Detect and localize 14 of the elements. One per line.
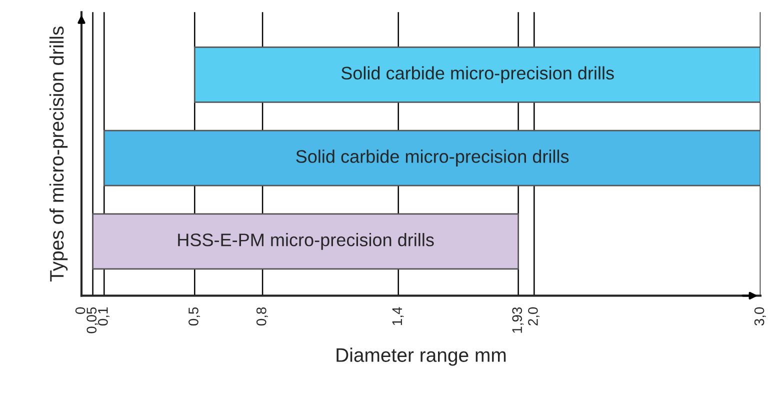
x-tick-label: 1,4 (392, 307, 404, 326)
x-tick-label: 0,05 (86, 307, 98, 334)
y-tick-label: HSS-E-PM micro-precision drills (178, 233, 434, 250)
x-tick-label: 3,0 (754, 307, 766, 326)
y-axis-title: Types of micro-precision drills (49, 26, 68, 282)
x-tick-label: 0,5 (188, 307, 200, 326)
y-tick-label: Solid carbide micro-precision drills (296, 150, 569, 166)
x-tick-label: 0,8 (256, 307, 268, 326)
x-axis-title: Diameter range mm (336, 348, 506, 366)
x-tick-label: 1,93 (512, 307, 524, 333)
x-tick-label: 0 (75, 307, 86, 314)
x-tick-label: 2,0 (528, 307, 540, 326)
y-tick-label: Solid carbide micro-precision drills (341, 66, 614, 84)
x-tick-label: 0,1 (98, 307, 110, 326)
